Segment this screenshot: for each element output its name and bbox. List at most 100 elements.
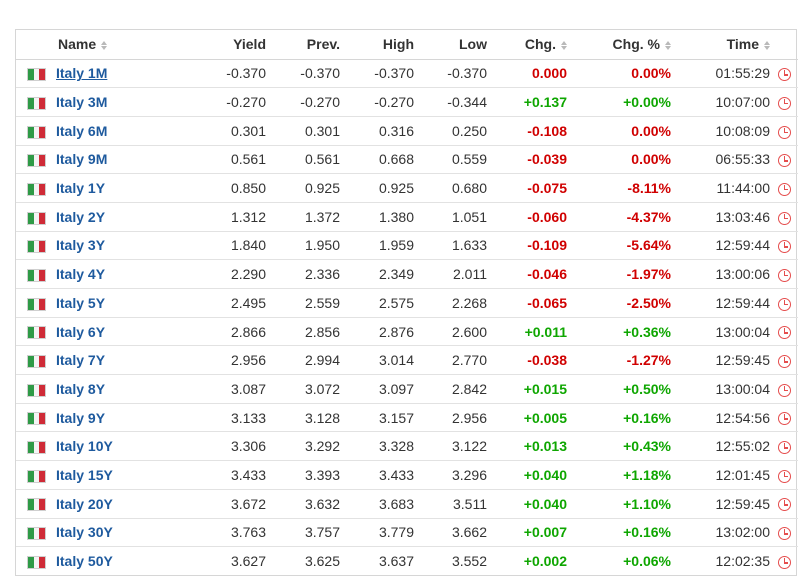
clock-icon[interactable] [777, 211, 791, 225]
bond-name-link[interactable]: Italy 4Y [56, 266, 106, 283]
chg-cell: +0.005 [523, 409, 567, 426]
clock-icon[interactable] [777, 441, 791, 455]
name-cell: Italy 5Y [56, 289, 178, 318]
clock-icon[interactable] [777, 96, 791, 110]
sort-icon[interactable] [101, 41, 108, 51]
italy-flag-icon [28, 155, 46, 167]
bond-name-link[interactable]: Italy 10Y [56, 438, 113, 455]
chg-pct-cell: 0.00% [631, 151, 671, 168]
table-row: Italy 3Y 1.840 1.950 1.959 1.633 -0.109 … [16, 231, 798, 260]
header-chg-pct[interactable]: Chg. % [567, 30, 671, 60]
bond-name-link[interactable]: Italy 9Y [56, 409, 106, 426]
time-cell: 13:02:00 [715, 524, 771, 541]
bond-name-link[interactable]: Italy 5Y [56, 294, 106, 311]
clock-icon[interactable] [777, 268, 791, 282]
flag-cell [16, 116, 56, 145]
clock-icon[interactable] [777, 355, 791, 369]
bond-name-link[interactable]: Italy 15Y [56, 466, 113, 483]
header-name[interactable]: Name [56, 30, 178, 60]
low-cell: -0.370 [447, 65, 487, 82]
clock-cell [770, 403, 798, 432]
bond-name-link[interactable]: Italy 3Y [56, 237, 106, 254]
high-cell: 0.668 [378, 151, 414, 168]
bond-name-link[interactable]: Italy 1M [56, 65, 108, 82]
clock-icon[interactable] [777, 412, 791, 426]
chg-pct-cell: +0.06% [623, 553, 671, 570]
italy-flag-icon [28, 327, 46, 339]
chg-cell: -0.060 [527, 208, 567, 225]
clock-icon[interactable] [777, 469, 791, 483]
header-chg[interactable]: Chg. [487, 30, 567, 60]
table-row: Italy 20Y 3.672 3.632 3.683 3.511 +0.040… [16, 489, 798, 518]
high-cell: 3.683 [378, 495, 414, 512]
bond-name-link[interactable]: Italy 6M [56, 122, 108, 139]
clock-icon[interactable] [777, 297, 791, 311]
bond-name-link[interactable]: Italy 7Y [56, 352, 106, 369]
chg-pct-cell: +0.00% [623, 94, 671, 111]
prev-cell: 3.393 [304, 466, 340, 483]
flag-cell [16, 174, 56, 203]
header-time[interactable]: Time [671, 30, 770, 60]
clock-icon[interactable] [777, 68, 791, 82]
clock-icon[interactable] [777, 527, 791, 541]
table-row: Italy 15Y 3.433 3.393 3.433 3.296 +0.040… [16, 461, 798, 490]
bond-name-link[interactable]: Italy 20Y [56, 495, 113, 512]
italy-flag-icon [28, 384, 46, 396]
flag-cell [16, 375, 56, 404]
clock-cell [770, 346, 798, 375]
clock-icon[interactable] [777, 240, 791, 254]
clock-icon[interactable] [777, 383, 791, 397]
clock-cell [770, 174, 798, 203]
clock-cell [770, 289, 798, 318]
prev-cell: -0.370 [300, 65, 340, 82]
bond-name-link[interactable]: Italy 3M [56, 94, 108, 111]
yield-cell: 0.301 [230, 122, 266, 139]
clock-icon[interactable] [777, 182, 791, 196]
bond-name-link[interactable]: Italy 2Y [56, 208, 106, 225]
clock-icon[interactable] [777, 326, 791, 340]
clock-icon[interactable] [777, 556, 791, 570]
sort-icon[interactable] [561, 41, 567, 51]
chg-cell: 0.000 [531, 65, 567, 82]
clock-cell [770, 260, 798, 289]
table-row: Italy 10Y 3.306 3.292 3.328 3.122 +0.013… [16, 432, 798, 461]
name-cell: Italy 6Y [56, 317, 178, 346]
clock-icon[interactable] [777, 498, 791, 512]
bond-name-link[interactable]: Italy 9M [56, 151, 108, 168]
yield-cell: 2.866 [230, 323, 266, 340]
prev-cell: 0.925 [304, 180, 340, 197]
italy-flag-icon [28, 212, 46, 224]
chg-pct-cell: 0.00% [631, 65, 671, 82]
chg-cell: -0.065 [527, 294, 567, 311]
yield-cell: 2.290 [230, 266, 266, 283]
high-cell: 3.328 [378, 438, 414, 455]
prev-cell: 1.950 [304, 237, 340, 254]
bond-name-link[interactable]: Italy 50Y [56, 553, 113, 570]
low-cell: 0.559 [451, 151, 487, 168]
flag-cell [16, 403, 56, 432]
table-row: Italy 4Y 2.290 2.336 2.349 2.011 -0.046 … [16, 260, 798, 289]
flag-cell [16, 346, 56, 375]
sort-icon[interactable] [665, 41, 671, 51]
yield-cell: 0.850 [230, 180, 266, 197]
clock-cell [770, 317, 798, 346]
italy-flag-icon [28, 126, 46, 138]
italy-flag-icon [28, 442, 46, 454]
low-cell: 2.600 [451, 323, 487, 340]
bond-name-link[interactable]: Italy 1Y [56, 180, 106, 197]
sort-icon[interactable] [764, 41, 770, 51]
clock-icon[interactable] [777, 125, 791, 139]
table-row: Italy 6M 0.301 0.301 0.316 0.250 -0.108 … [16, 116, 798, 146]
clock-icon[interactable] [777, 154, 791, 168]
bond-name-link[interactable]: Italy 6Y [56, 323, 106, 340]
low-cell: 3.662 [451, 524, 487, 541]
table-header-row: Name Yield Prev. High Low Chg. Chg. % Ti… [16, 30, 798, 60]
chg-pct-cell: +1.18% [623, 466, 671, 483]
flag-cell [16, 260, 56, 289]
bond-name-link[interactable]: Italy 30Y [56, 524, 113, 541]
high-cell: -0.370 [374, 65, 414, 82]
table-row: Italy 6Y 2.866 2.856 2.876 2.600 +0.011 … [16, 317, 798, 346]
time-cell: 12:55:02 [715, 438, 771, 455]
clock-cell [770, 145, 798, 174]
bond-name-link[interactable]: Italy 8Y [56, 380, 106, 397]
